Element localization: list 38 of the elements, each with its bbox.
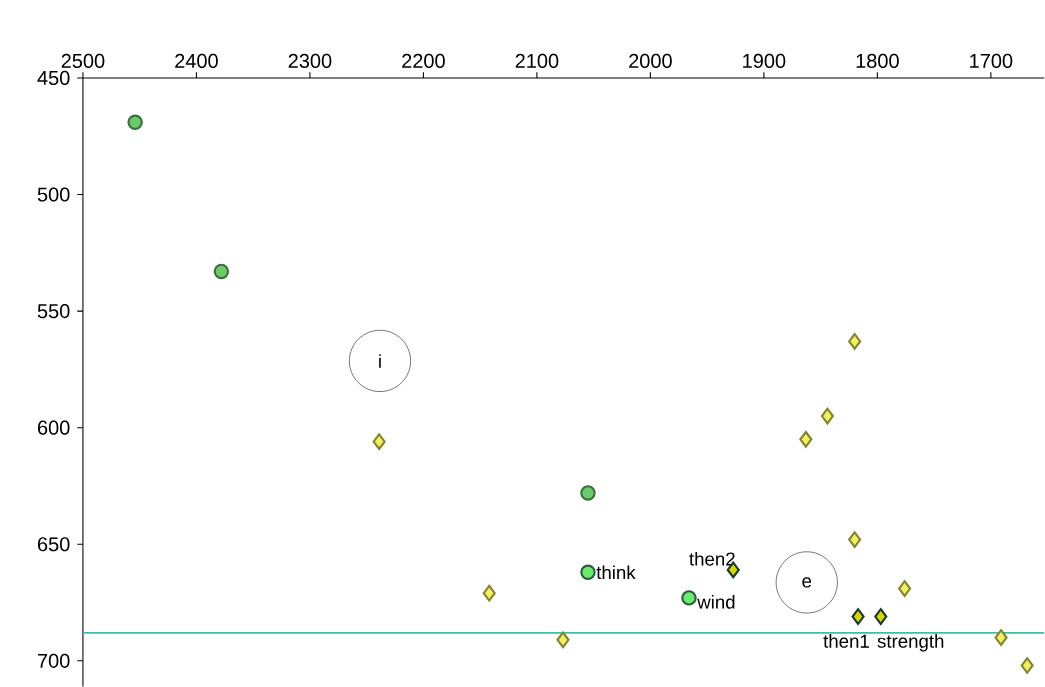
- x-tick-label: 1800: [856, 53, 899, 68]
- point: [556, 631, 570, 649]
- point: [851, 608, 865, 625]
- x-tick-label: 1700: [970, 53, 1013, 68]
- x-tick-label: 2100: [515, 53, 559, 68]
- annotation: wind: [697, 595, 735, 609]
- point: [874, 608, 888, 625]
- y-tick-label: 700: [38, 653, 70, 668]
- point: [372, 433, 386, 451]
- y-tick-label: 550: [37, 304, 70, 319]
- point: [820, 407, 834, 425]
- point: [848, 333, 862, 350]
- point: [898, 580, 912, 597]
- x-tick-label: 1900: [743, 53, 786, 68]
- annotation: then2: [689, 551, 735, 566]
- y-tick-label: 650: [38, 537, 70, 552]
- point: [213, 263, 230, 280]
- annotation: strength: [877, 634, 944, 652]
- point: [848, 531, 862, 548]
- annotation: e: [802, 577, 812, 588]
- point: [580, 485, 596, 501]
- x-tick-label: 2500: [61, 53, 105, 68]
- annotation: think: [596, 565, 636, 580]
- x-tick-label: 2000: [629, 53, 672, 68]
- point: [580, 564, 596, 580]
- point: [482, 584, 496, 602]
- point: [799, 430, 813, 448]
- annotation: i: [379, 354, 381, 368]
- y-tick-label: 600: [38, 420, 70, 435]
- x-tick-label: 2200: [402, 53, 445, 68]
- x-tick-label: 2400: [175, 53, 218, 68]
- x-tick-label: 2300: [288, 53, 332, 68]
- annotation: then1: [823, 634, 869, 648]
- point: [127, 114, 143, 130]
- point: [681, 590, 697, 606]
- y-tick-label: 450: [37, 70, 70, 86]
- y-tick-label: 500: [37, 187, 70, 202]
- point: [994, 629, 1008, 646]
